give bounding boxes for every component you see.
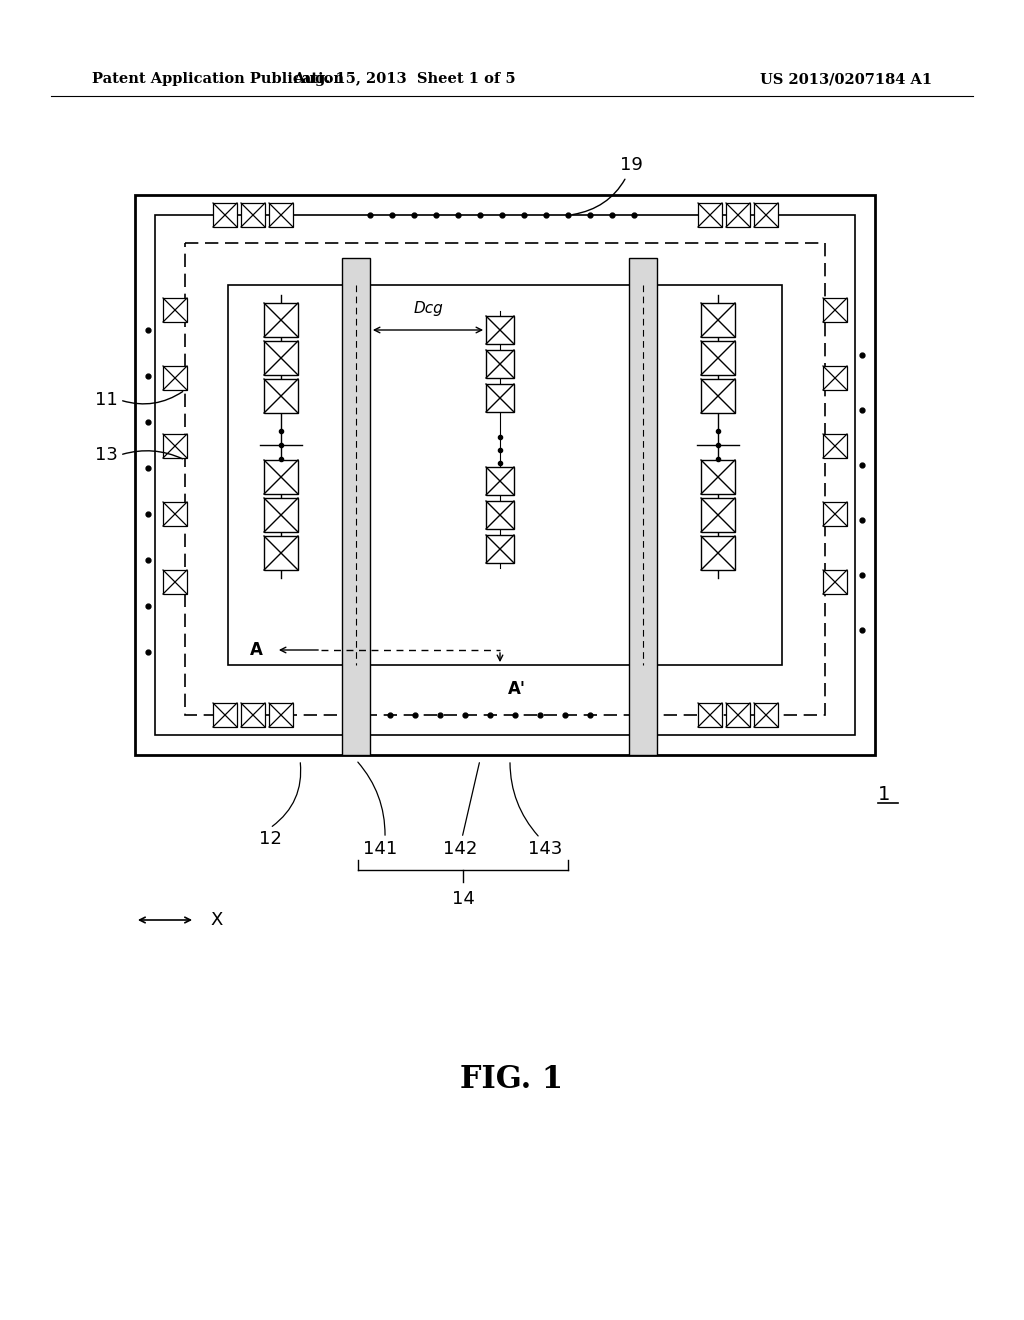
Bar	[698, 704, 722, 727]
Bar	[241, 704, 265, 727]
Text: Aug. 15, 2013  Sheet 1 of 5: Aug. 15, 2013 Sheet 1 of 5	[293, 73, 516, 86]
Bar	[726, 704, 750, 727]
Text: A': A'	[508, 680, 526, 698]
Bar	[213, 203, 237, 227]
Bar	[269, 203, 293, 227]
Bar	[213, 704, 237, 727]
Bar	[163, 434, 187, 458]
Bar	[228, 285, 782, 665]
Text: 19: 19	[572, 156, 643, 215]
Text: US 2013/0207184 A1: US 2013/0207184 A1	[760, 73, 932, 86]
Bar	[823, 366, 847, 389]
Bar	[264, 459, 298, 494]
Bar	[241, 203, 265, 227]
Bar	[486, 467, 514, 495]
Bar	[486, 350, 514, 378]
Bar	[754, 203, 778, 227]
FancyArrowPatch shape	[510, 763, 539, 836]
Bar	[823, 298, 847, 322]
Bar	[726, 203, 750, 227]
Bar	[342, 257, 370, 755]
Text: 142: 142	[442, 840, 477, 858]
Bar	[486, 502, 514, 529]
Bar	[264, 379, 298, 413]
Bar	[823, 434, 847, 458]
Bar	[155, 215, 855, 735]
Bar	[269, 704, 293, 727]
Bar	[701, 379, 735, 413]
Bar	[701, 304, 735, 337]
Bar	[701, 536, 735, 570]
Text: 143: 143	[527, 840, 562, 858]
Bar	[163, 298, 187, 322]
FancyArrowPatch shape	[463, 763, 479, 836]
Text: 11: 11	[95, 391, 118, 409]
FancyArrowPatch shape	[123, 392, 182, 404]
Text: 141: 141	[362, 840, 397, 858]
Text: 13: 13	[95, 446, 118, 465]
Text: 12: 12	[259, 830, 282, 847]
Bar	[486, 315, 514, 345]
Bar	[823, 570, 847, 594]
Bar	[701, 498, 735, 532]
Text: X: X	[210, 911, 222, 929]
Bar	[823, 502, 847, 525]
Text: 1: 1	[878, 785, 891, 804]
Bar	[698, 203, 722, 227]
Bar	[264, 498, 298, 532]
Bar	[163, 570, 187, 594]
Bar	[264, 341, 298, 375]
Text: FIG. 1: FIG. 1	[461, 1064, 563, 1096]
Text: Dcg: Dcg	[413, 301, 442, 315]
Bar	[163, 502, 187, 525]
Text: A: A	[250, 642, 263, 659]
Bar	[701, 459, 735, 494]
Bar	[135, 195, 874, 755]
Bar	[486, 535, 514, 564]
FancyArrowPatch shape	[272, 763, 301, 826]
Bar	[264, 304, 298, 337]
Bar	[264, 536, 298, 570]
Bar	[629, 257, 657, 755]
Bar	[486, 384, 514, 412]
Bar	[185, 243, 825, 715]
Text: 14: 14	[452, 890, 474, 908]
FancyArrowPatch shape	[123, 450, 182, 459]
Bar	[754, 704, 778, 727]
Text: Patent Application Publication: Patent Application Publication	[92, 73, 344, 86]
FancyArrowPatch shape	[357, 762, 385, 836]
Bar	[701, 341, 735, 375]
Bar	[163, 366, 187, 389]
